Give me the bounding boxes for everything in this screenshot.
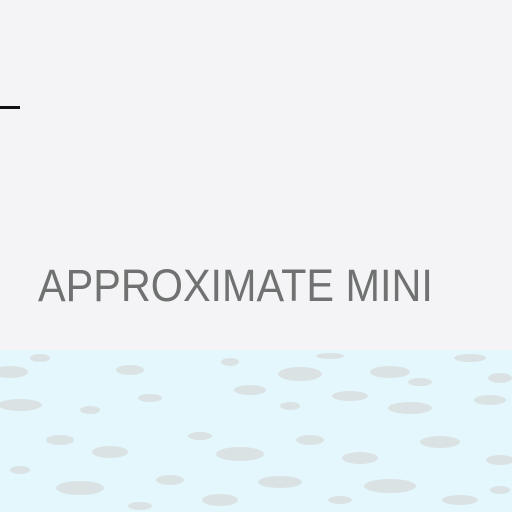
speckle-texture [0,353,512,510]
lower-panel [0,350,512,512]
upper-panel: APPROXIMATE MINI [0,106,433,311]
caption-text: APPROXIMATE MINI [38,260,433,311]
edge-mark [0,106,20,109]
